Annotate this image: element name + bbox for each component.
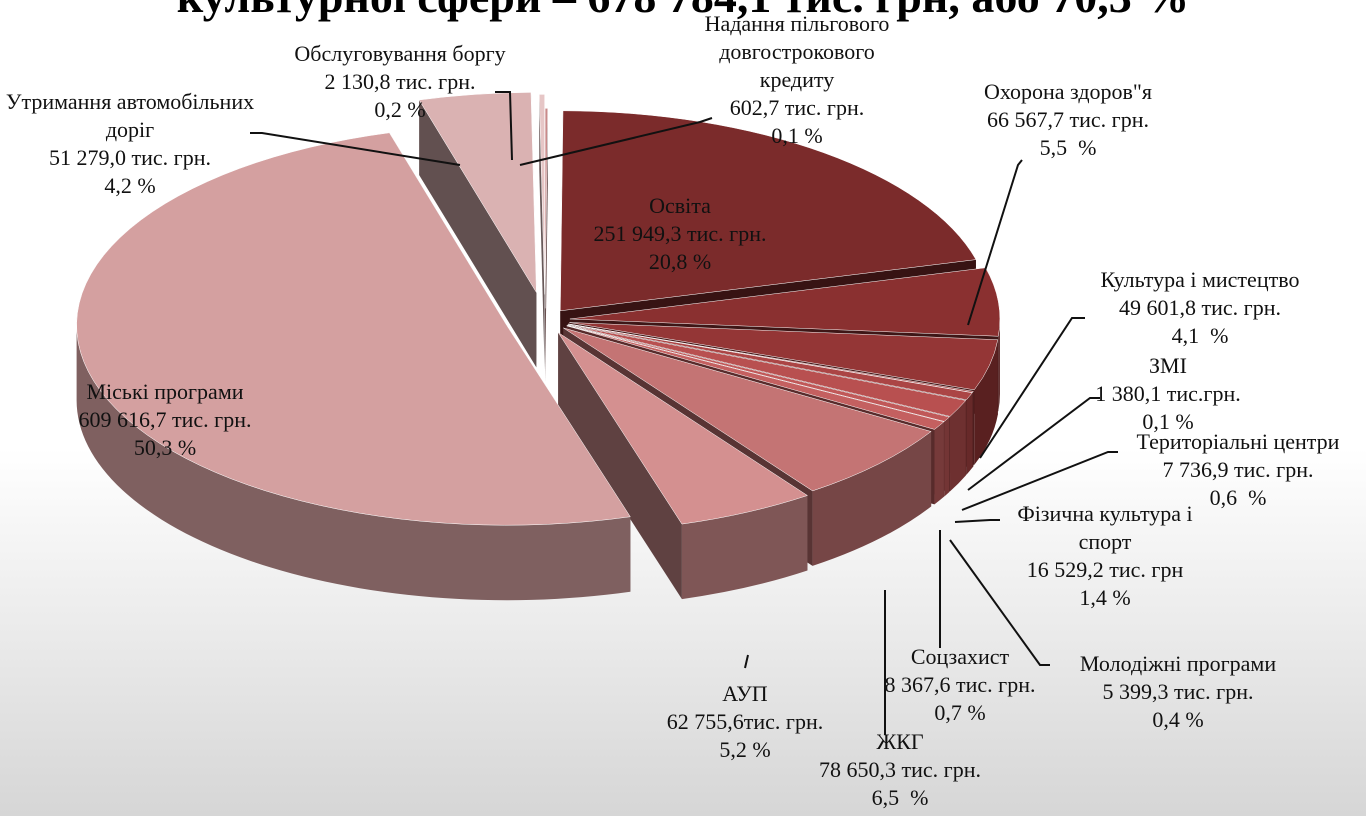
value-label: 0,1 % bbox=[771, 123, 823, 148]
leader-line bbox=[979, 317, 1085, 459]
slice-label: Фізична культура і спорт 16 529,2 тис. гр… bbox=[995, 500, 1215, 612]
category-label: Охорона здоров"я bbox=[983, 79, 1153, 104]
leader-line bbox=[967, 159, 1023, 326]
slice bbox=[567, 324, 967, 417]
slice bbox=[569, 322, 999, 391]
slice bbox=[568, 323, 974, 393]
slice bbox=[76, 132, 631, 526]
leader-lines bbox=[250, 91, 1118, 735]
value-label: 6,5 % bbox=[871, 785, 929, 810]
slice bbox=[566, 325, 945, 430]
amount-label: 8 367,6 тис. грн. bbox=[884, 672, 1036, 697]
slice-side bbox=[934, 421, 944, 505]
slice-wall bbox=[558, 332, 682, 600]
slice-label: Міські програми 609 616,7 тис. грн. 50,3 % bbox=[50, 378, 280, 462]
leader-line bbox=[954, 519, 1000, 523]
slice-label: Обслуговування боргу 2 130,8 тис. грн. 0,2… bbox=[265, 40, 535, 124]
leader-line bbox=[495, 91, 513, 161]
category-label: АУП bbox=[722, 681, 768, 706]
category-label: ЗМІ bbox=[1149, 353, 1187, 378]
amount-label: 62 755,6тис. грн. bbox=[666, 709, 824, 734]
slice-label: Молодіжні програми 5 399,3 тис. грн. 0,4 % bbox=[1048, 650, 1308, 734]
amount-label: 78 650,3 тис. грн. bbox=[819, 757, 981, 782]
category-label: Освіта bbox=[649, 193, 711, 218]
slice-side bbox=[944, 417, 950, 497]
amount-label: 1 380,1 тис.грн. bbox=[1095, 381, 1241, 406]
amount-label: 251 949,3 тис. грн. bbox=[593, 221, 767, 246]
leader-line bbox=[519, 117, 713, 166]
value-label: 50,3 % bbox=[133, 435, 197, 460]
slice-label: Освіта 251 949,3 тис. грн. 20,8 % bbox=[560, 192, 800, 276]
slice-side bbox=[681, 495, 808, 600]
slice-wall bbox=[545, 108, 548, 384]
slice-label: Територіальні центри 7 736,9 тис. грн. 0,6… bbox=[1108, 428, 1366, 512]
value-label: 0,7 % bbox=[934, 700, 986, 725]
amount-label: 66 567,7 тис. грн. bbox=[987, 107, 1149, 132]
slice-side bbox=[972, 391, 974, 468]
amount-label: 51 279,0 тис. грн. bbox=[49, 145, 211, 170]
slice bbox=[567, 325, 950, 422]
amount-label: 49 601,8 тис. грн. bbox=[1119, 295, 1281, 320]
value-label: 0,1 % bbox=[1142, 409, 1194, 434]
value-label: 1,4 % bbox=[1079, 585, 1131, 610]
slice-label: ЖКГ 78 650,3 тис. грн. 6,5 % bbox=[785, 728, 1015, 812]
slice-side bbox=[974, 339, 998, 465]
slice-label: АУП 62 755,6тис. грн. 5,2 % bbox=[645, 680, 845, 764]
slice-label: Культура і мистецтво 49 601,8 тис. грн. 4,… bbox=[1070, 266, 1330, 350]
category-label: Міські програми bbox=[86, 379, 244, 404]
slice bbox=[557, 332, 808, 525]
leader-line bbox=[967, 397, 1100, 491]
category-label: Молодіжні програми bbox=[1079, 651, 1277, 676]
leader-line bbox=[744, 654, 749, 669]
category-label: Фізична культура і спорт bbox=[1017, 501, 1193, 554]
value-label: 4,1 % bbox=[1171, 323, 1229, 348]
slice bbox=[568, 323, 973, 401]
slice bbox=[563, 327, 932, 492]
slice-label: Утримання автомобільних доріг 51 279,0 ти… bbox=[0, 88, 260, 200]
slice-side bbox=[998, 318, 1000, 412]
slice bbox=[539, 94, 545, 295]
slice-side bbox=[966, 392, 973, 475]
category-label: Надання пільгового довгострокового креди… bbox=[704, 11, 890, 92]
slice-side bbox=[812, 431, 932, 566]
slice bbox=[560, 110, 977, 312]
chart-title: культурної сфери – 678 784,1 тис. грн, а… bbox=[0, 0, 1366, 23]
slice bbox=[418, 92, 537, 294]
slice-label: Надання пільгового довгострокового креди… bbox=[682, 10, 912, 150]
category-label: Обслуговування боргу bbox=[294, 41, 506, 66]
category-label: ЖКГ bbox=[876, 729, 924, 754]
slice-label: ЗМІ 1 380,1 тис.грн. 0,1 % bbox=[1078, 352, 1258, 436]
category-label: Утримання автомобільних доріг bbox=[5, 89, 255, 142]
leader-line bbox=[961, 451, 1118, 511]
slice-wall bbox=[419, 99, 537, 368]
value-label: 20,8 % bbox=[648, 249, 712, 274]
slice-side bbox=[76, 325, 631, 601]
amount-label: 609 616,7 тис. грн. bbox=[78, 407, 252, 432]
amount-label: 16 529,2 тис. грн bbox=[1026, 557, 1184, 582]
value-label: 0,2 % bbox=[374, 97, 426, 122]
value-label: 0,4 % bbox=[1152, 707, 1204, 732]
value-label: 0,6 % bbox=[1209, 485, 1267, 510]
category-label: Територіальні центри bbox=[1136, 429, 1340, 454]
category-label: Культура і мистецтво bbox=[1100, 267, 1300, 292]
value-label: 5,5 % bbox=[1039, 135, 1097, 160]
category-label: Соцзахист bbox=[910, 644, 1010, 669]
value-label: 4,2 % bbox=[104, 173, 156, 198]
amount-label: 602,7 тис. грн. bbox=[729, 95, 865, 120]
leader-line bbox=[949, 539, 1050, 666]
slice-label: Соцзахист 8 367,6 тис. грн. 0,7 % bbox=[860, 643, 1060, 727]
leader-line bbox=[250, 132, 461, 166]
slice-label: Охорона здоров"я 66 567,7 тис. грн. 5,5 % bbox=[948, 78, 1188, 162]
value-label: 5,2 % bbox=[719, 737, 771, 762]
amount-label: 5 399,3 тис. грн. bbox=[1102, 679, 1254, 704]
slice-side bbox=[950, 400, 966, 492]
amount-label: 2 130,8 тис. грн. bbox=[324, 69, 476, 94]
amount-label: 7 736,9 тис. грн. bbox=[1162, 457, 1314, 482]
slice-wall bbox=[539, 94, 545, 370]
